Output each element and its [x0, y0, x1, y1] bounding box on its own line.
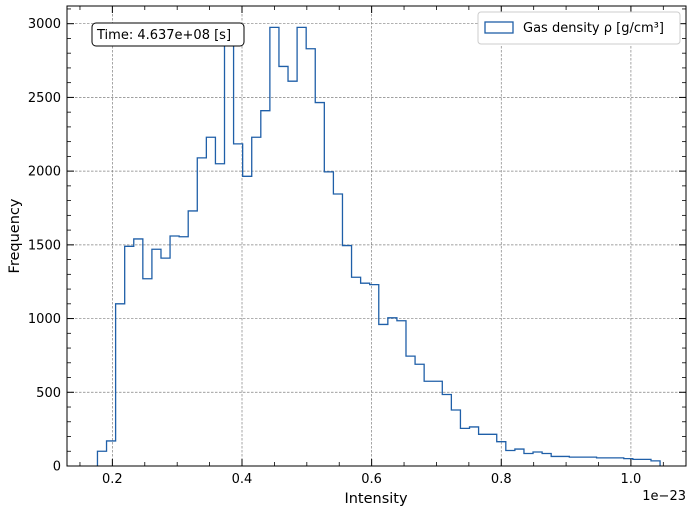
x-axis-offset-label: 1e−23 — [642, 489, 686, 504]
x-tick-label: 0.2 — [102, 472, 123, 487]
y-tick-label: 2500 — [28, 91, 61, 106]
plot-background — [67, 6, 686, 466]
y-tick-label: 3000 — [28, 17, 61, 32]
time-annotation-box — [91, 22, 245, 47]
x-tick-label: 1.0 — [621, 472, 642, 487]
y-tick-label: 1500 — [28, 238, 61, 253]
y-tick-label: 1000 — [28, 312, 61, 327]
y-tick-label: 500 — [36, 386, 61, 401]
legend-label: Gas density ρ [g/cm³] — [523, 21, 664, 36]
tick-labels: 0.2 0.4 0.6 0.8 1.0 0 500 1000 1500 2000 2500 3000 — [28, 17, 641, 487]
y-tick-label: 0 — [53, 460, 61, 475]
legend-swatch — [484, 21, 514, 34]
x-tick-label: 0.8 — [491, 472, 512, 487]
y-tick-label: 2000 — [28, 165, 61, 180]
legend-box — [477, 11, 681, 45]
x-tick-label: 0.6 — [361, 472, 382, 487]
axis-ticks — [67, 6, 686, 467]
time-annotation-text: Time: 4.637e+08 [s] — [96, 28, 231, 43]
x-axis-label: Intensity — [344, 491, 408, 507]
plot-frame — [66, 5, 687, 467]
x-tick-label: 0.4 — [232, 472, 253, 487]
histogram-step-line — [96, 26, 661, 466]
y-axis-label: Frequency — [7, 198, 23, 273]
time-annotation: Time: 4.637e+08 [s] — [91, 22, 245, 47]
legend: Gas density ρ [g/cm³] — [477, 11, 681, 45]
